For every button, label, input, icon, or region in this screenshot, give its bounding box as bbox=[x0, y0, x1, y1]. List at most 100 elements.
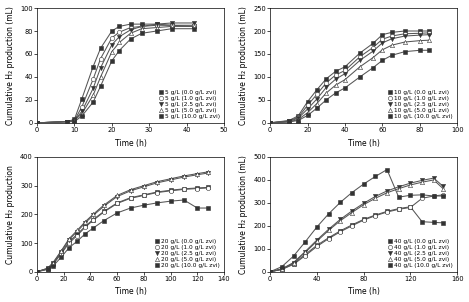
Point bbox=[97, 56, 105, 61]
Point bbox=[138, 22, 145, 27]
Point bbox=[383, 190, 391, 195]
Point bbox=[266, 269, 274, 274]
Point bbox=[341, 77, 348, 82]
Point bbox=[418, 180, 426, 185]
Point bbox=[369, 41, 377, 46]
Point bbox=[341, 71, 348, 76]
Point bbox=[418, 219, 426, 224]
Point bbox=[323, 98, 330, 102]
Point bbox=[313, 87, 321, 92]
Point bbox=[266, 269, 274, 274]
Point bbox=[153, 179, 161, 184]
Point bbox=[371, 194, 379, 199]
Point bbox=[430, 194, 438, 198]
Point bbox=[295, 116, 302, 120]
Point bbox=[407, 204, 414, 209]
Point bbox=[356, 54, 363, 59]
Point bbox=[194, 185, 201, 190]
Point bbox=[383, 209, 391, 214]
Point bbox=[153, 25, 160, 30]
Point bbox=[313, 92, 321, 97]
Point bbox=[78, 96, 86, 101]
Point bbox=[90, 77, 97, 82]
Point bbox=[167, 199, 174, 204]
Point bbox=[356, 75, 363, 79]
Point bbox=[290, 261, 297, 265]
Point bbox=[90, 86, 97, 91]
Point bbox=[425, 31, 433, 35]
Point bbox=[295, 118, 302, 123]
Point bbox=[383, 188, 391, 193]
Point bbox=[332, 77, 340, 82]
Point bbox=[113, 194, 121, 199]
Point bbox=[57, 252, 65, 256]
Point bbox=[194, 186, 201, 191]
Point bbox=[425, 48, 433, 53]
Point bbox=[71, 118, 78, 123]
Point bbox=[97, 84, 105, 88]
Point bbox=[65, 239, 73, 244]
Point bbox=[138, 31, 145, 36]
Point bbox=[153, 180, 161, 185]
Point bbox=[90, 64, 97, 69]
Point bbox=[388, 43, 395, 48]
Point bbox=[204, 169, 212, 174]
Point bbox=[153, 22, 160, 27]
Point bbox=[371, 196, 379, 201]
Point bbox=[401, 49, 408, 54]
Legend: 40 g/L (0.0 g/L zvi), 40 g/L (1.0 g/L zvi), 40 g/L (2.5 g/L zvi), 40 g/L (5.0 g/: 40 g/L (0.0 g/L zvi), 40 g/L (1.0 g/L zv… bbox=[386, 238, 454, 269]
Point bbox=[190, 23, 198, 28]
Point bbox=[360, 182, 367, 186]
Point bbox=[113, 210, 121, 215]
Point bbox=[266, 120, 274, 125]
Point bbox=[115, 40, 123, 45]
Point bbox=[140, 185, 148, 189]
Point bbox=[266, 120, 274, 125]
Point bbox=[325, 228, 333, 233]
Point bbox=[168, 23, 175, 28]
Point bbox=[81, 224, 89, 229]
Point bbox=[313, 244, 321, 249]
Point bbox=[348, 223, 356, 228]
Point bbox=[302, 250, 309, 255]
Point bbox=[395, 207, 402, 212]
Point bbox=[371, 213, 379, 218]
Point bbox=[356, 51, 363, 56]
Point bbox=[44, 266, 52, 271]
Point bbox=[378, 40, 386, 45]
Point bbox=[100, 209, 107, 214]
Point bbox=[302, 253, 309, 258]
Point bbox=[266, 269, 274, 274]
Point bbox=[33, 120, 41, 125]
Point bbox=[383, 210, 391, 214]
Point bbox=[369, 49, 377, 54]
Point bbox=[65, 241, 73, 246]
Point bbox=[33, 269, 41, 274]
Point bbox=[204, 185, 212, 190]
Point bbox=[337, 200, 344, 205]
Point bbox=[97, 65, 105, 70]
Point bbox=[180, 186, 188, 191]
Point bbox=[138, 26, 145, 31]
Point bbox=[266, 120, 274, 125]
Point bbox=[416, 29, 424, 34]
Point bbox=[168, 26, 175, 31]
Point bbox=[302, 252, 309, 257]
Point bbox=[113, 201, 121, 205]
Point bbox=[401, 34, 408, 38]
Point bbox=[341, 85, 348, 90]
Point bbox=[168, 23, 175, 28]
Point bbox=[439, 186, 447, 191]
Point bbox=[190, 24, 198, 29]
Point bbox=[127, 187, 134, 192]
Point bbox=[356, 64, 363, 69]
Point bbox=[49, 262, 57, 267]
Point bbox=[430, 176, 438, 181]
Point bbox=[416, 48, 424, 53]
Point bbox=[57, 255, 65, 260]
Point bbox=[395, 186, 402, 191]
Point bbox=[378, 32, 386, 37]
Point bbox=[168, 24, 175, 29]
Point bbox=[418, 192, 426, 197]
Point bbox=[360, 201, 367, 206]
